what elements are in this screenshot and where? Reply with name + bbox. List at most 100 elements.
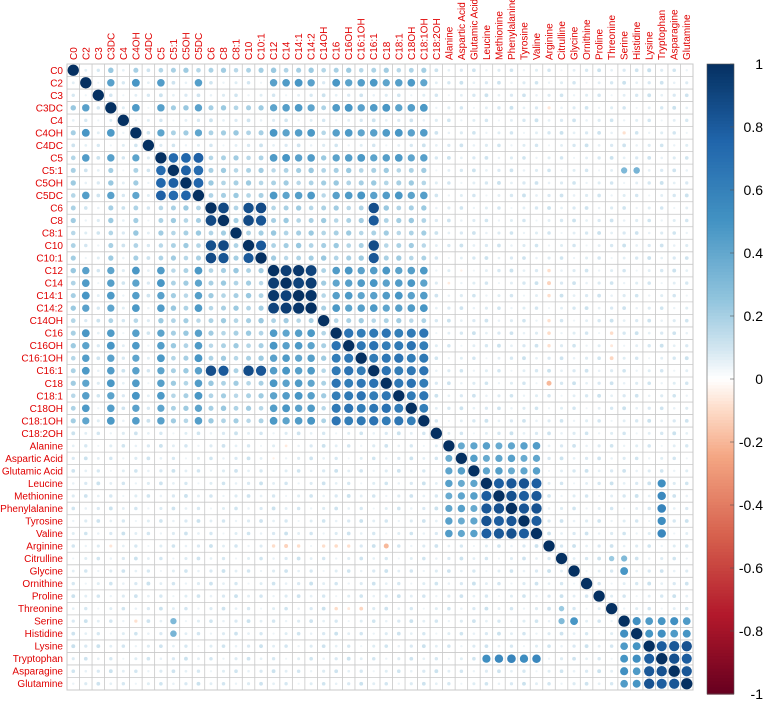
correlation-circle [234, 557, 238, 560]
correlation-circle [445, 517, 453, 525]
correlation-circle [622, 143, 626, 148]
correlation-circle [445, 492, 453, 500]
colorbar-segment [707, 196, 734, 201]
correlation-circle [584, 669, 589, 673]
column-label: Proline [595, 28, 606, 60]
correlation-circle [171, 80, 176, 85]
correlation-circle [547, 394, 551, 398]
correlation-circle [522, 269, 526, 272]
correlation-circle [334, 682, 338, 686]
correlation-circle [460, 281, 463, 285]
correlation-circle [230, 227, 242, 239]
correlation-circle [472, 256, 476, 260]
correlation-circle [258, 105, 264, 111]
correlation-circle [184, 569, 188, 573]
correlation-circle [497, 156, 501, 160]
correlation-circle [585, 444, 588, 448]
correlation-circle [633, 167, 640, 174]
correlation-circle [159, 681, 163, 686]
correlation-circle [647, 118, 651, 123]
correlation-circle [394, 378, 404, 388]
colorbar-segment [707, 212, 734, 216]
correlation-circle [584, 468, 589, 473]
correlation-circle [572, 94, 576, 97]
correlation-circle [585, 219, 588, 222]
correlation-circle [194, 417, 203, 425]
correlation-circle [597, 231, 602, 235]
correlation-circle [522, 231, 526, 235]
correlation-circle [247, 94, 250, 97]
correlation-circle [258, 130, 264, 136]
correlation-circle [522, 669, 526, 673]
correlation-circle [382, 129, 391, 137]
correlation-circle [233, 393, 239, 399]
correlation-circle [443, 440, 455, 452]
correlation-circle [472, 218, 476, 223]
correlation-circle [71, 143, 76, 148]
correlation-circle [84, 243, 88, 248]
correlation-circle [547, 131, 551, 135]
correlation-circle [272, 519, 275, 523]
colorbar-segment [707, 533, 734, 538]
correlation-circle [547, 231, 551, 235]
correlation-circle [685, 406, 689, 410]
correlation-circle [572, 356, 576, 360]
correlation-circle [269, 128, 278, 137]
correlation-circle [109, 144, 112, 147]
correlation-circle [522, 294, 526, 297]
correlation-circle [543, 540, 555, 552]
correlation-circle [672, 244, 676, 247]
correlation-circle [560, 81, 564, 85]
colorbar-segment [707, 297, 734, 301]
correlation-circle [220, 268, 227, 274]
correlation-circle [194, 379, 203, 388]
correlation-circle [620, 654, 629, 663]
correlation-circle [334, 606, 338, 611]
correlation-circle [609, 243, 614, 248]
correlation-circle [247, 594, 250, 598]
correlation-circle [234, 607, 238, 610]
correlation-circle [497, 80, 501, 85]
correlation-circle [435, 106, 438, 110]
correlation-circle [585, 657, 588, 661]
correlation-circle [522, 181, 526, 185]
correlation-circle [70, 155, 76, 161]
correlation-circle [109, 644, 113, 648]
correlation-circle [509, 105, 514, 110]
correlation-circle [359, 93, 364, 98]
correlation-circle [457, 504, 466, 513]
correlation-circle [106, 291, 115, 300]
column-label: C0 [69, 47, 80, 60]
correlation-circle [96, 306, 100, 310]
correlation-circle [472, 606, 476, 611]
correlation-circle [321, 168, 327, 173]
correlation-circle [484, 381, 489, 386]
correlation-circle [282, 404, 291, 413]
correlation-circle [660, 607, 663, 610]
colorbar-segment [707, 199, 734, 204]
correlation-circle [171, 318, 176, 324]
colorbar-segment [707, 479, 734, 484]
correlation-circle [647, 68, 652, 73]
row-label: C10:1 [36, 254, 63, 265]
correlation-circle [447, 94, 450, 97]
correlation-circle [547, 407, 551, 410]
correlation-circle [622, 519, 626, 523]
correlation-circle [347, 632, 351, 636]
correlation-circle [635, 156, 639, 160]
correlation-circle [497, 607, 501, 611]
correlation-circle [497, 143, 501, 148]
correlation-circle [371, 318, 377, 323]
correlation-circle [92, 89, 104, 101]
colorbar-segment [707, 454, 734, 459]
correlation-circle [284, 519, 288, 523]
correlation-circle [647, 218, 651, 223]
correlation-circle [547, 307, 551, 310]
correlation-circle [259, 456, 263, 460]
colorbar-segment [707, 256, 734, 260]
correlation-circle [434, 381, 438, 385]
colorbar-segment [707, 158, 734, 163]
colorbar-segment [707, 120, 734, 125]
correlation-circle [672, 556, 677, 561]
correlation-circle [293, 302, 305, 314]
